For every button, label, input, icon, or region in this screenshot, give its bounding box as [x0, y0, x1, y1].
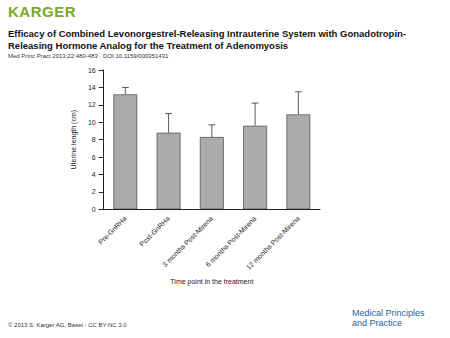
svg-text:Uterine length (cm): Uterine length (cm) — [70, 110, 78, 170]
svg-text:2: 2 — [92, 188, 96, 195]
svg-text:16: 16 — [88, 67, 96, 74]
svg-text:12: 12 — [88, 101, 96, 108]
svg-text:Time point in the treatment: Time point in the treatment — [170, 278, 253, 286]
svg-text:8: 8 — [92, 136, 96, 143]
svg-text:0: 0 — [92, 206, 96, 213]
svg-text:3 months Post-Mirena: 3 months Post-Mirena — [161, 214, 215, 269]
html-text:KARGER: KARGER — [8, 3, 76, 20]
html-text:Med Princ Pract 2013;22:480-48: Med Princ Pract 2013;22:480-483 · DOI:10… — [8, 53, 169, 59]
html-text:© 2013 S. Karger AG, Basel - C: © 2013 S. Karger AG, Basel - CC BY-NC 3.… — [8, 322, 127, 328]
svg-text:Post-GnRHa: Post-GnRHa — [138, 215, 171, 248]
svg-text:6 months Post-Mirena: 6 months Post-Mirena — [204, 214, 258, 269]
svg-text:10: 10 — [88, 119, 96, 126]
html-text:Efficacy of Combined Levonorge: Efficacy of Combined Levonorgestrel-Rele… — [8, 28, 406, 51]
svg-text:Pre-GnRHa: Pre-GnRHa — [97, 215, 128, 246]
svg-text:6: 6 — [92, 154, 96, 161]
svg-text:14: 14 — [88, 84, 96, 91]
svg-text:4: 4 — [92, 171, 96, 178]
svg-text:12 months Post-Mirena: 12 months Post-Mirena — [245, 215, 301, 271]
html-text:Medical Principles and Practic: Medical Principles and Practice — [352, 308, 425, 328]
